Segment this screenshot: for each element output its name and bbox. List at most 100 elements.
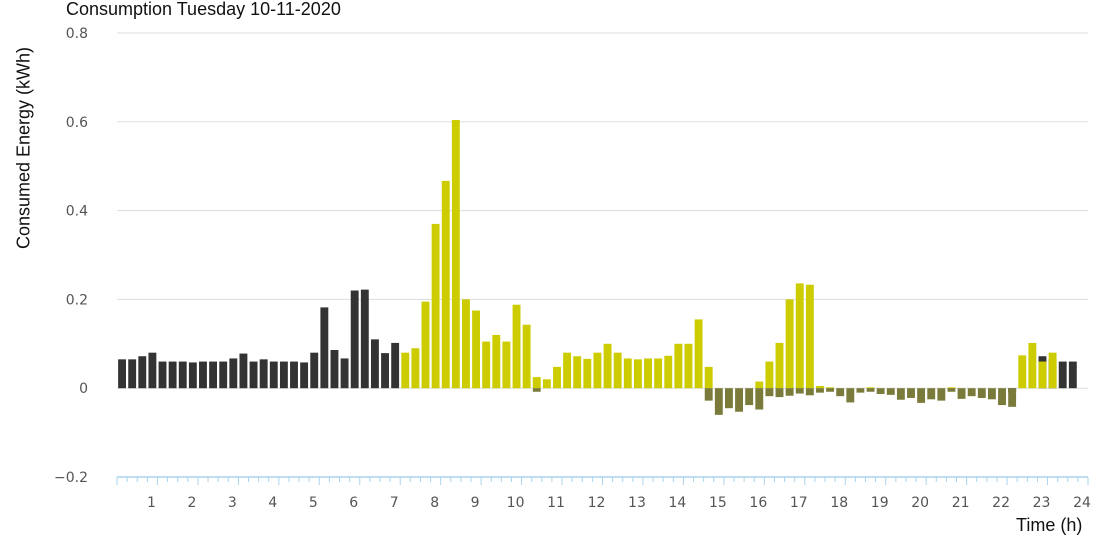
bar	[360, 289, 369, 389]
bar	[573, 356, 582, 389]
bar	[947, 388, 956, 392]
bar	[1058, 361, 1067, 389]
bar	[816, 388, 824, 393]
bar	[209, 361, 218, 389]
y-tick-label: 0.2	[66, 292, 88, 308]
bar	[249, 361, 258, 389]
bar	[522, 324, 531, 389]
bar	[755, 388, 764, 410]
bar	[219, 361, 228, 389]
bar	[381, 353, 389, 389]
bar	[330, 350, 339, 389]
x-tick-label: 3	[228, 495, 237, 511]
bar	[886, 388, 895, 395]
bar	[128, 359, 137, 389]
y-tick-label: 0.8	[66, 26, 88, 42]
bar	[917, 388, 926, 403]
bar	[856, 388, 865, 393]
bar	[745, 388, 754, 406]
bar	[532, 388, 541, 392]
bar	[623, 358, 632, 389]
bar	[441, 180, 450, 389]
bar	[290, 361, 298, 389]
x-tick-label: 14	[669, 495, 687, 511]
x-tick-label: 4	[268, 495, 277, 511]
bar	[633, 359, 642, 389]
bar	[188, 362, 197, 389]
x-tick-label: 6	[349, 495, 358, 511]
bar	[1048, 352, 1057, 389]
bar	[502, 341, 511, 389]
bar	[512, 304, 521, 389]
y-tick-label: 0.4	[66, 204, 88, 220]
bar	[987, 388, 996, 400]
bar	[199, 361, 207, 389]
x-tick-label: 9	[471, 495, 480, 511]
bar	[967, 388, 976, 397]
bar	[937, 388, 946, 401]
bar	[816, 385, 824, 389]
bar	[350, 290, 359, 389]
y-tick-label: −0.2	[54, 470, 88, 486]
bar	[239, 353, 248, 389]
bar	[866, 388, 875, 392]
bar	[542, 379, 551, 389]
bar	[775, 388, 784, 398]
bar	[785, 299, 794, 389]
bar	[279, 361, 288, 389]
bar	[118, 359, 127, 389]
bar	[654, 358, 663, 389]
bar	[1018, 355, 1027, 389]
bar	[927, 388, 936, 400]
x-tick-label: 23	[1033, 495, 1051, 511]
bar	[805, 284, 814, 389]
bar	[451, 120, 460, 389]
bar	[553, 366, 561, 389]
bar	[846, 388, 855, 403]
bar	[866, 387, 875, 389]
bar	[896, 388, 905, 400]
gridlines	[117, 32, 1088, 389]
bar	[158, 361, 167, 389]
x-tick-label: 22	[992, 495, 1010, 511]
bar	[492, 334, 501, 389]
bar	[421, 301, 430, 389]
bar	[714, 388, 723, 415]
bar	[269, 361, 278, 389]
bar	[957, 388, 966, 399]
bar	[1008, 388, 1017, 407]
x-tick-labels: 1 2 3 4 5 6 7 8 9 10 11 12 13 14 15 16 17 18 19 20 21 22 23 24	[147, 495, 1091, 511]
bar	[310, 352, 319, 389]
bar	[836, 388, 845, 397]
bar	[795, 388, 804, 394]
bar	[482, 341, 491, 389]
bar	[775, 342, 784, 389]
bar	[907, 388, 915, 398]
bar	[1068, 361, 1077, 389]
y-tick-labels: −0.2 0 0.2 0.4 0.6 0.8	[54, 26, 88, 486]
bar	[704, 366, 713, 389]
bar	[664, 355, 673, 389]
bar	[148, 352, 157, 389]
bar	[370, 339, 379, 389]
bar	[826, 387, 835, 389]
bar	[684, 343, 693, 389]
bar	[532, 377, 541, 389]
bar	[826, 388, 835, 392]
bar	[168, 361, 177, 389]
bar	[1028, 342, 1037, 389]
bar	[340, 358, 349, 389]
bar	[472, 310, 481, 389]
x-tick-label: 24	[1073, 495, 1091, 511]
x-tick-label: 10	[507, 495, 525, 511]
bar	[644, 358, 652, 389]
bar	[998, 388, 1006, 406]
x-tick-label: 1	[147, 495, 156, 511]
bar	[563, 352, 572, 389]
bar	[613, 352, 622, 389]
bar	[300, 362, 309, 389]
bar	[704, 388, 713, 401]
bar	[765, 388, 774, 397]
x-tick-label: 17	[790, 495, 808, 511]
